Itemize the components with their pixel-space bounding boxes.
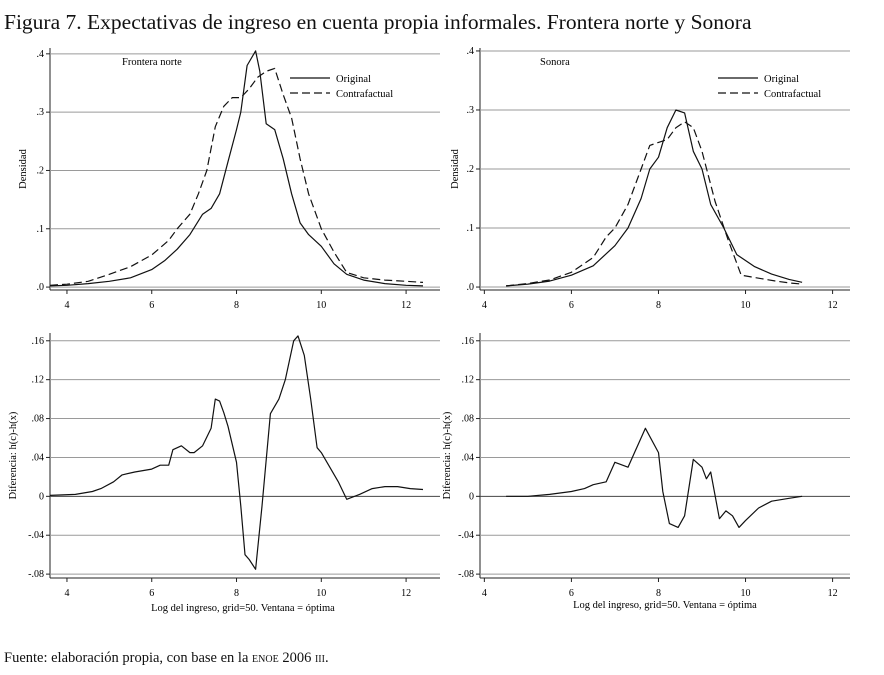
legend-label-contrafactual: Contrafactual — [336, 89, 393, 100]
y-tick-label: .4 — [467, 46, 475, 57]
y-axis-label: Densidad — [450, 148, 461, 188]
legend-label-contrafactual: Contrafactual — [764, 89, 821, 100]
y-tick-label: 0 — [39, 491, 44, 502]
legend-label-original: Original — [764, 74, 799, 85]
x-tick-label: 12 — [401, 588, 411, 599]
panel-frontera-norte-density: .0 .1 .2 .3 .4 4 6 8 10 12 Densidad Frontera norte O… — [18, 48, 440, 311]
y-tick-label: .2 — [467, 164, 475, 175]
y-tick-label: .1 — [467, 223, 475, 234]
y-tick-label: .08 — [462, 414, 475, 425]
y-tick-label: -.08 — [458, 569, 474, 580]
x-tick-label: 4 — [482, 300, 487, 311]
y-tick-label: .12 — [32, 375, 45, 386]
y-axis-label: Diferencia: h(c)-h(x) — [8, 411, 19, 499]
figure-source-note: Fuente: elaboración propia, con base en … — [4, 650, 329, 667]
y-tick-label: .08 — [32, 414, 45, 425]
y-tick-label: .1 — [37, 224, 45, 235]
x-tick-label: 10 — [741, 588, 751, 599]
x-tick-label: 8 — [234, 300, 239, 311]
y-tick-label: 0 — [469, 491, 474, 502]
panel-title: Frontera norte — [122, 57, 182, 68]
y-tick-label: .0 — [467, 282, 475, 293]
x-axis-label: Log del ingreso, grid=50. Ventana = ópti… — [573, 600, 757, 611]
y-tick-label: -.08 — [28, 569, 44, 580]
x-tick-label: 10 — [316, 300, 326, 311]
x-tick-label: 4 — [482, 588, 487, 599]
x-tick-label: 4 — [64, 588, 69, 599]
source-year: 2006 — [282, 650, 312, 666]
x-tick-label: 10 — [316, 588, 326, 599]
y-tick-label: .4 — [37, 49, 45, 60]
y-tick-label: .0 — [37, 282, 45, 293]
panel-frontera-norte-difference: -.08 -.04 0 .04 .08 .12 .16 4 6 8 10 12 Diferencia: … — [8, 333, 440, 614]
x-tick-label: 12 — [828, 588, 838, 599]
x-tick-label: 12 — [828, 300, 838, 311]
y-axis-label: Densidad — [18, 148, 29, 188]
series-line-diferencia — [49, 335, 424, 570]
y-tick-label: -.04 — [28, 530, 44, 541]
x-tick-label: 6 — [569, 588, 574, 599]
figure-title-text: Expectativas de ingreso en cuenta propia… — [87, 10, 752, 34]
panel-sonora-difference: -.08 -.04 0 .04 .08 .12 .16 4 6 8 10 12 Diferencia: … — [442, 333, 850, 611]
series-line-original — [506, 109, 803, 287]
y-tick-label: .16 — [32, 336, 45, 347]
x-tick-label: 10 — [741, 300, 751, 311]
y-tick-label: .12 — [462, 375, 475, 386]
series-line-original — [49, 50, 424, 287]
y-axis-label: Diferencia: h(c)-h(x) — [442, 411, 453, 499]
panel-title: Sonora — [540, 57, 570, 68]
x-tick-label: 8 — [234, 588, 239, 599]
source-enoe: ENOE — [252, 650, 279, 666]
series-line-diferencia — [506, 427, 803, 529]
x-tick-label: 8 — [656, 300, 661, 311]
y-tick-label: .16 — [462, 336, 475, 347]
panel-sonora-density: .0 .1 .2 .3 .4 4 6 8 10 12 Densidad Sonora Original C… — [450, 46, 850, 311]
source-end: . — [324, 650, 329, 666]
y-tick-label: .2 — [37, 165, 45, 176]
figure-number: Figura 7. — [4, 10, 82, 34]
source-quarter: III — [314, 650, 325, 666]
y-tick-label: .3 — [467, 105, 475, 116]
source-text: Fuente: elaboración propia, con base en … — [4, 650, 249, 666]
series-line-contrafactual — [49, 67, 424, 286]
x-tick-label: 12 — [401, 300, 411, 311]
x-axis-label: Log del ingreso, grid=50. Ventana = ópti… — [151, 603, 335, 614]
y-tick-label: .04 — [32, 452, 45, 463]
x-tick-label: 6 — [149, 588, 154, 599]
x-tick-label: 8 — [656, 588, 661, 599]
figure-title: Figura 7. Expectativas de ingreso en cue… — [4, 10, 752, 35]
y-tick-label: .04 — [462, 452, 475, 463]
x-tick-label: 6 — [569, 300, 574, 311]
series-line-contrafactual — [506, 121, 803, 287]
legend-label-original: Original — [336, 74, 371, 85]
y-tick-label: .3 — [37, 107, 45, 118]
x-tick-label: 4 — [64, 300, 69, 311]
y-tick-label: -.04 — [458, 530, 474, 541]
x-tick-label: 6 — [149, 300, 154, 311]
